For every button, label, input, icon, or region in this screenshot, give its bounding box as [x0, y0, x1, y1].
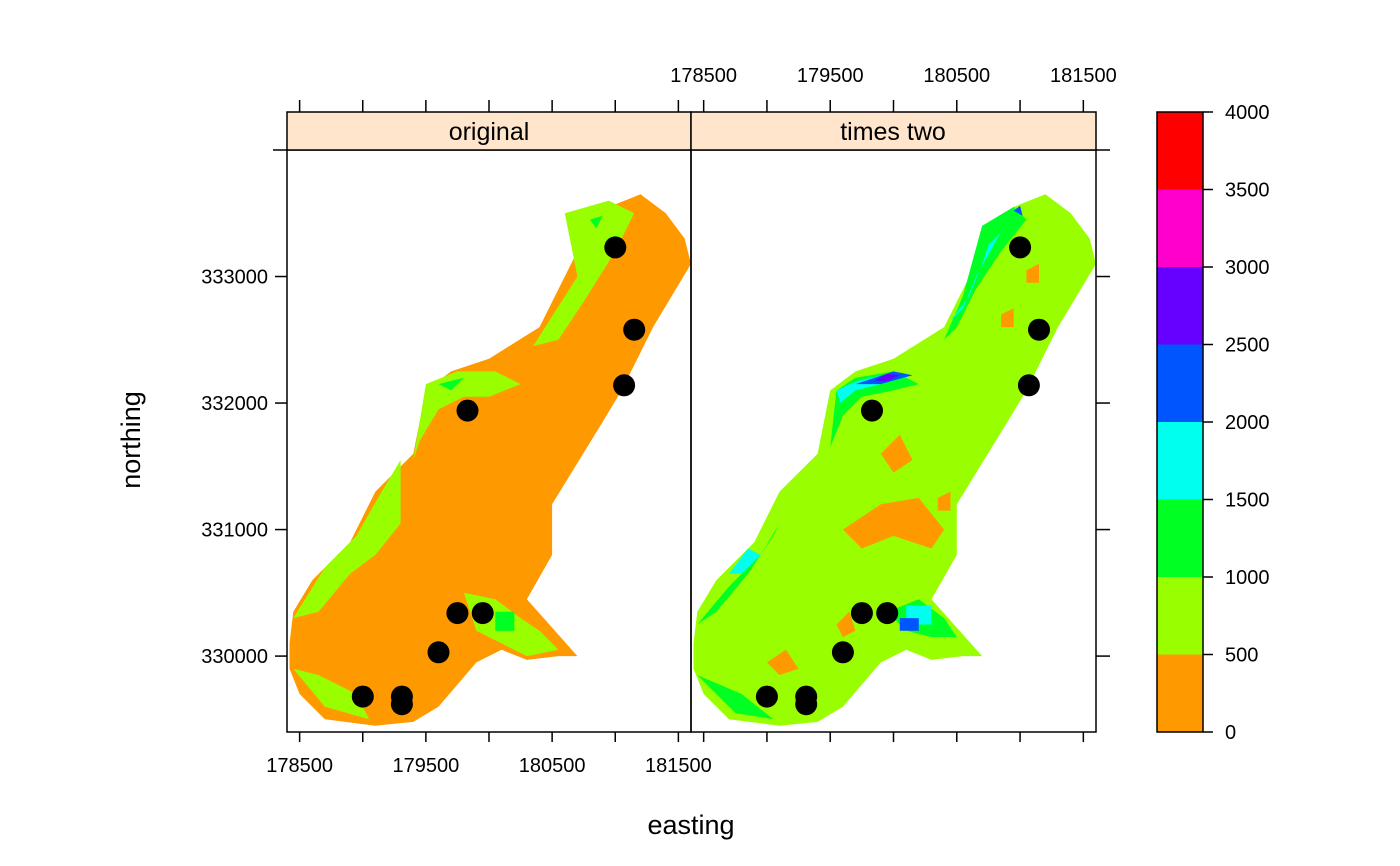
x-tick-label: 181500: [645, 755, 712, 777]
zone-0: [880, 434, 913, 473]
zone-1: [842, 497, 945, 549]
zone-0: [533, 200, 635, 347]
colorbar-swatch: [1157, 344, 1203, 422]
sample-point: [351, 685, 374, 708]
panel-strips: original times two: [286, 111, 1097, 151]
plot-area-original: [289, 194, 691, 726]
x-tick-label-top: 179500: [797, 65, 864, 87]
sample-point: [1009, 236, 1032, 259]
region-fill: [289, 194, 691, 726]
sample-point: [755, 685, 778, 708]
zone-2: [293, 460, 401, 619]
colorbar-swatch: [1157, 112, 1203, 190]
colorbar-tick-label: 0: [1225, 722, 1236, 744]
panel-times-two: [690, 149, 1097, 733]
zone-6: [438, 377, 464, 391]
sample-point: [876, 602, 899, 625]
strip-label-original: original: [449, 118, 530, 146]
strip-label-times-two: times two: [840, 118, 946, 146]
panel-original: [286, 149, 692, 733]
sample-point: [1017, 374, 1040, 397]
sample-point: [850, 602, 873, 625]
colorbar-tick-label: 1500: [1225, 490, 1270, 512]
sample-point: [613, 374, 636, 397]
sample-point: [623, 318, 646, 341]
sample-point: [1028, 318, 1050, 341]
sample-point: [604, 236, 627, 259]
zone-7: [944, 206, 1027, 340]
sample-point: [390, 693, 413, 716]
x-axis-title: easting: [647, 810, 734, 840]
y-tick-label: 333000: [201, 267, 268, 289]
sample-point: [446, 602, 469, 625]
x-tick-label-top: 178500: [670, 65, 737, 87]
zone-2: [766, 649, 799, 676]
colorbar-tick-label: 500: [1225, 645, 1258, 667]
y-tick-label: 330000: [201, 646, 268, 668]
colorbar-swatch: [1157, 422, 1203, 500]
plot-area-times-two: [693, 194, 1096, 726]
zone-5: [1001, 308, 1014, 328]
y-axis-title: northing: [116, 391, 146, 489]
zone-5: [495, 611, 515, 631]
colorbar-tick-label: 2500: [1225, 335, 1270, 357]
zone-3: [836, 611, 856, 638]
x-tick-label: 178500: [266, 755, 333, 777]
zone-6: [937, 491, 951, 511]
zone-14: [729, 548, 761, 574]
strip-times-two: [690, 111, 1097, 151]
sample-point: [427, 641, 450, 664]
colorbar: 0 500 1000 1500 2000 2500 3000 3500 4000: [1156, 102, 1270, 744]
colorbar-tick-label: 2000: [1225, 412, 1270, 434]
sample-point: [861, 399, 883, 422]
x-tick-label-top: 180500: [923, 65, 990, 87]
colorbar-swatch: [1157, 189, 1203, 267]
colorbar-swatch: [1157, 499, 1203, 577]
colorbar-tick-label: 1000: [1225, 567, 1270, 589]
sample-point: [795, 693, 818, 716]
colorbar-swatch: [1157, 267, 1203, 345]
zone-13: [950, 232, 1002, 321]
axes: 178500 179500 180500 181500 178500 179500 1805…: [201, 65, 1116, 777]
zone-3: [293, 668, 370, 720]
sample-point: [456, 399, 479, 422]
x-tick-label: 180500: [519, 755, 586, 777]
colorbar-tick-label: 4000: [1225, 102, 1270, 124]
sample-point: [471, 602, 494, 625]
zone-7: [590, 215, 603, 229]
colorbar-tick-label: 3000: [1225, 257, 1270, 279]
x-tick-label-top: 181500: [1050, 65, 1117, 87]
zone-19: [1013, 205, 1023, 216]
strip-original: [286, 111, 692, 151]
colorbar-tick-label: 3500: [1225, 180, 1270, 202]
sample-point: [831, 641, 854, 664]
colorbar-swatch: [1157, 654, 1203, 732]
zone-18: [874, 373, 900, 382]
x-tick-label: 179500: [393, 755, 460, 777]
y-tick-label: 331000: [201, 520, 268, 542]
zone-1: [413, 371, 521, 460]
colorbar-swatch: [1157, 577, 1203, 655]
y-tick-label: 332000: [201, 393, 268, 415]
zone-4: [1026, 263, 1039, 283]
zone-10: [697, 675, 774, 720]
zone-16: [899, 618, 919, 631]
